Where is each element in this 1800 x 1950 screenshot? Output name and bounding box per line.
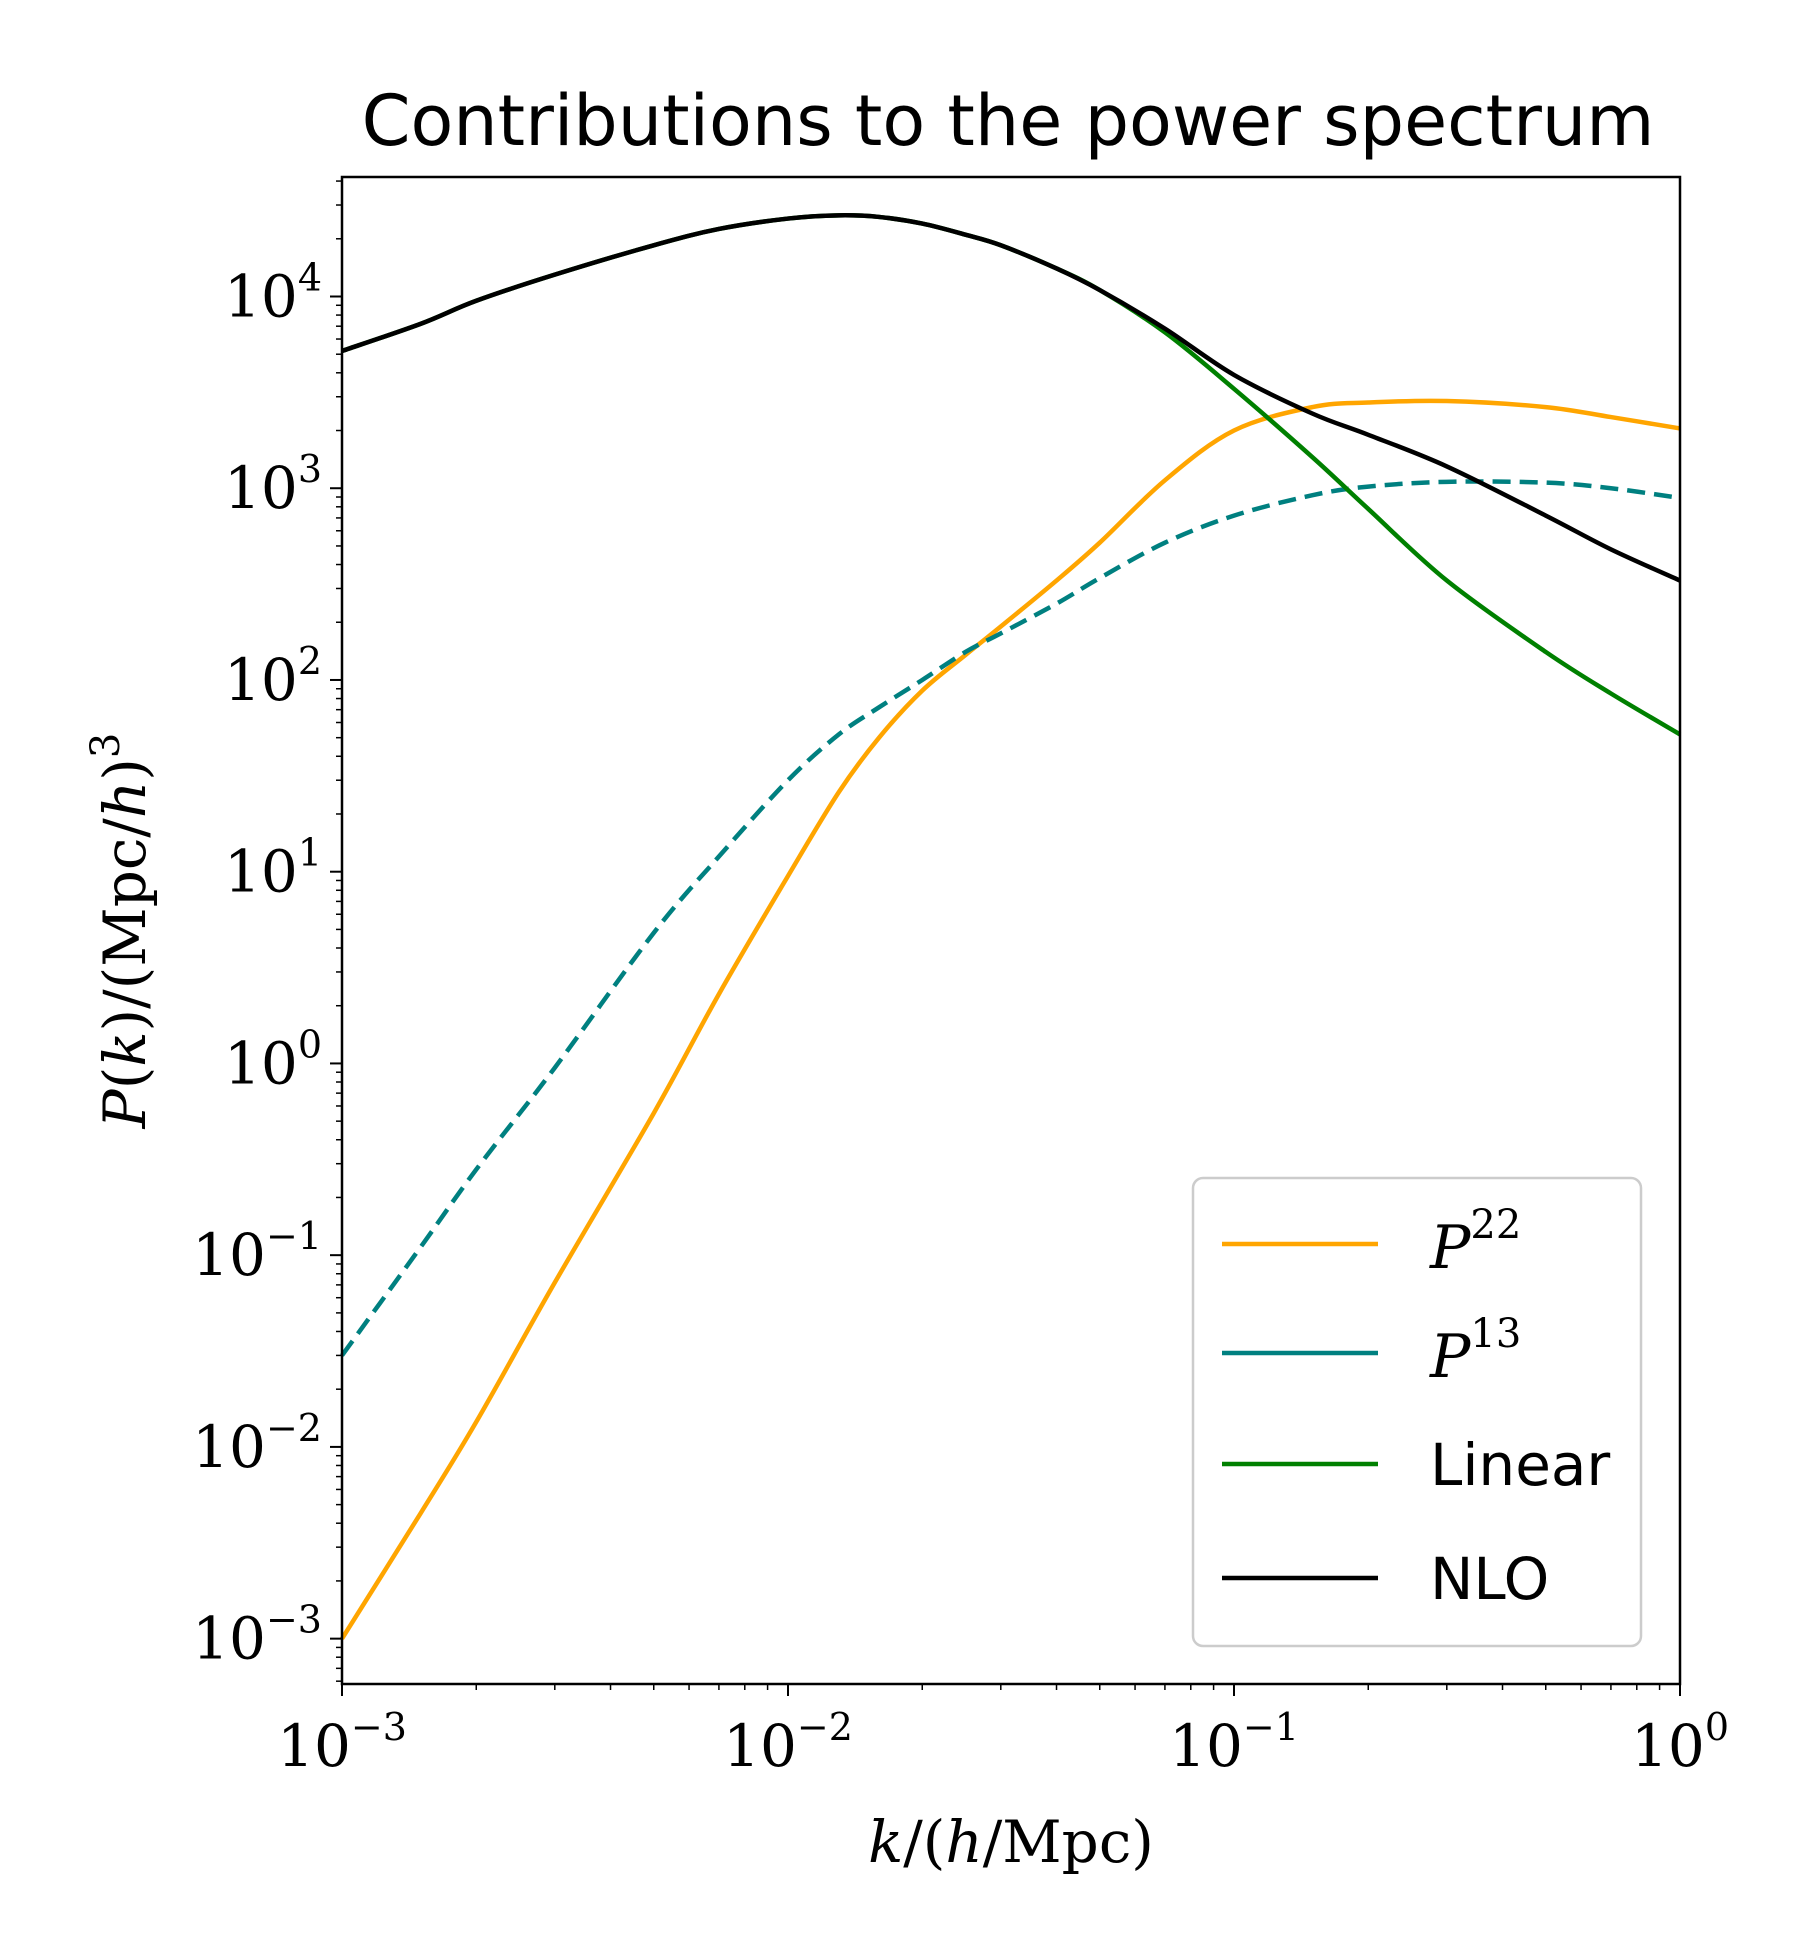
legend-label: P22 [1429, 1202, 1521, 1283]
y-tick-label: 10−3 [192, 1598, 322, 1673]
x-tick-label: 10−1 [1169, 1705, 1299, 1780]
y-tick-label: 103 [224, 447, 322, 522]
legend: P22 P13 Linear NLO [1191, 1176, 1643, 1648]
x-axis-label: k/(h/Mpc) [868, 1808, 1154, 1876]
x-tick-label: 100 [1631, 1705, 1729, 1780]
series-line-p-13 [340, 479, 1681, 1357]
y-tick-label: 100 [224, 1022, 322, 1097]
legend-label: NLO [1430, 1545, 1549, 1613]
y-axis-label-text: P(k)/(Mpc/h)3 [83, 733, 159, 1130]
tick-layer: 10−3 10−2 10−1 100 10−3 10−2 10−1 100 101 102 103 1… [192, 180, 1729, 1780]
chart-title: Contributions to the power spectrum [362, 80, 1655, 162]
y-tick-label: 104 [224, 255, 322, 330]
x-axis-label-text: k/(h/Mpc) [868, 1808, 1154, 1876]
y-tick-label: 10−1 [192, 1214, 322, 1289]
legend-entries: P22 P13 Linear NLO [1222, 1202, 1610, 1613]
legend-label: P13 [1429, 1311, 1521, 1392]
legend-box [1191, 1176, 1643, 1648]
y-tick-label: 10−2 [192, 1406, 322, 1481]
plot-frame [340, 175, 1682, 1686]
y-tick-label: 101 [224, 831, 322, 906]
series-layer [340, 213, 1682, 1640]
x-tick-label: 10−2 [723, 1705, 853, 1780]
series-line-p-22 [340, 398, 1681, 1640]
series-line-nlo [341, 213, 1681, 583]
y-axis-label: P(k)/(Mpc/h)3 [83, 733, 159, 1130]
legend-label: Linear [1430, 1431, 1610, 1499]
x-tick-label: 10−3 [277, 1705, 407, 1780]
y-tick-label: 102 [224, 639, 322, 714]
